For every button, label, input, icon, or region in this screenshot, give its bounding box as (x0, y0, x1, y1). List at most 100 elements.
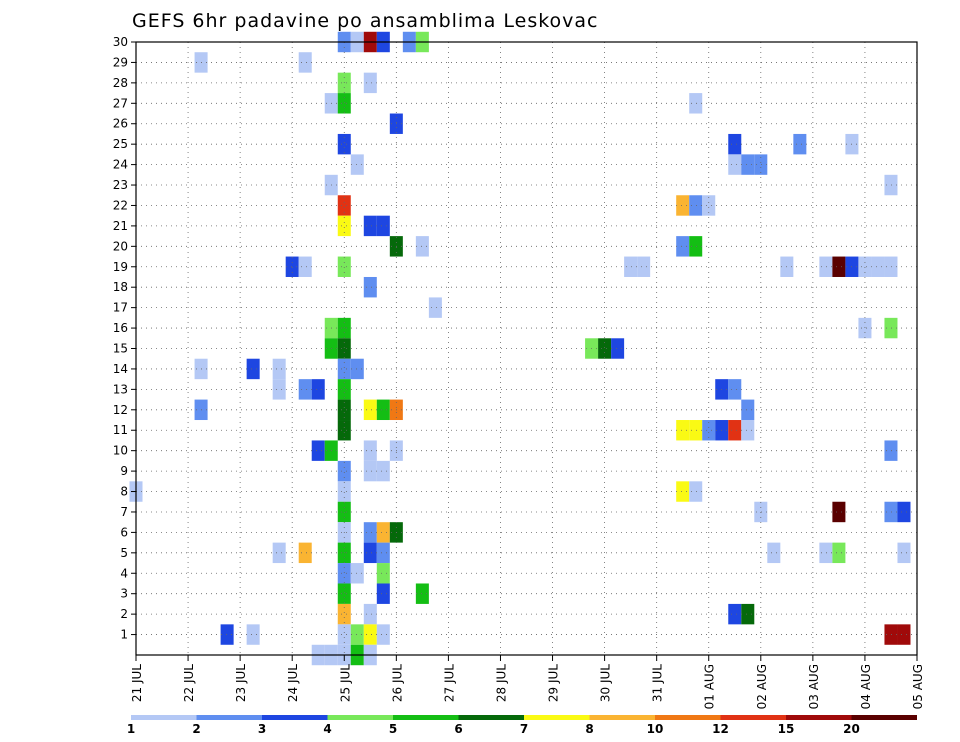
y-tick-label: 18 (113, 280, 128, 294)
legend-swatch (851, 715, 917, 720)
heatmap-cell (428, 297, 442, 318)
heatmap-cell (689, 93, 703, 114)
heatmap-cell (337, 133, 351, 155)
heatmap-cell (337, 215, 351, 237)
heatmap-cell (754, 501, 768, 523)
grid-lines (136, 42, 917, 655)
heatmap-cell (337, 583, 351, 604)
y-tick-label: 29 (113, 55, 128, 69)
heatmap-cell (871, 256, 885, 277)
heatmap-cell (689, 481, 703, 502)
heatmap-cell (415, 583, 429, 604)
legend-label: 6 (454, 722, 462, 736)
heatmap-cell (337, 338, 351, 359)
y-tick-label: 16 (113, 321, 128, 335)
heatmap-cell (350, 358, 364, 380)
heatmap-cell (637, 256, 651, 277)
legend-label: 15 (778, 722, 795, 736)
heatmap-cell (702, 420, 716, 441)
heatmap-cell (858, 317, 872, 339)
legend-label: 1 (127, 722, 135, 736)
heatmap-cell (832, 256, 846, 277)
legend-swatch (720, 715, 786, 720)
heatmap-cell (363, 522, 377, 543)
heatmap-cell (676, 195, 690, 216)
x-tick-label: 23 JUL (234, 664, 248, 702)
legend-label: 12 (712, 722, 729, 736)
heatmap-cell (298, 52, 312, 73)
y-tick-label: 23 (113, 178, 128, 192)
heatmap-cell (246, 358, 260, 380)
legend-label: 20 (843, 722, 860, 736)
y-tick-label: 4 (120, 566, 128, 580)
heatmap-cell (689, 195, 703, 216)
heatmap-cell (350, 154, 364, 175)
heatmap-cell (741, 154, 755, 175)
y-tick-label: 14 (113, 362, 128, 376)
heatmap-cell (246, 624, 260, 645)
y-tick-label: 3 (120, 587, 128, 601)
heatmap-cell (819, 256, 833, 277)
heatmap-cell (337, 399, 351, 421)
heatmap-cell (884, 624, 898, 645)
legend-swatch (589, 715, 655, 720)
heatmap-cell (728, 420, 742, 441)
y-tick-label: 27 (113, 96, 128, 110)
y-tick-label: 2 (120, 607, 128, 621)
heatmap-cell (689, 420, 703, 441)
y-tick-label: 25 (113, 137, 128, 151)
x-tick-label: 04 AUG (859, 664, 873, 709)
legend-swatch (131, 715, 197, 720)
heatmap-cell (689, 236, 703, 257)
legend-label: 4 (323, 722, 331, 736)
x-tick-label: 27 JUL (442, 664, 456, 702)
heatmap-cell (897, 542, 911, 564)
y-tick-label: 24 (113, 158, 128, 172)
heatmap-cell (884, 256, 898, 277)
heatmap-cell (884, 440, 898, 461)
heatmap-cell (337, 563, 351, 584)
heatmap-cell (220, 624, 234, 645)
y-tick-label: 6 (120, 525, 128, 539)
legend-label: 7 (520, 722, 528, 736)
y-tick-label: 7 (120, 505, 128, 519)
x-tick-label: 28 JUL (494, 664, 508, 702)
heatmap-cell (337, 317, 351, 339)
heatmap-cell (350, 624, 364, 645)
x-tick-label: 03 AUG (807, 664, 821, 709)
heatmap-cell (337, 501, 351, 523)
heatmap-cell (415, 236, 429, 257)
heatmap-cell (676, 236, 690, 257)
y-tick-label: 1 (120, 628, 128, 642)
legend-swatch (262, 715, 328, 720)
heatmap-cell (832, 542, 846, 564)
x-tick-label: 26 JUL (390, 664, 404, 702)
heatmap-cell (337, 379, 351, 400)
heatmap-cell (832, 501, 846, 523)
heatmap-cell (741, 603, 755, 625)
legend-swatch (393, 715, 459, 720)
y-tick-label: 13 (113, 382, 128, 396)
heatmap-cell (767, 542, 781, 564)
y-tick-label: 5 (120, 546, 128, 560)
heatmap-cell (884, 317, 898, 339)
heatmap-cell (298, 256, 312, 277)
y-axis: 1234567891011121314151617181920212223242… (113, 35, 136, 642)
heatmap-cell (363, 460, 377, 482)
heatmap-cell (337, 603, 351, 625)
x-tick-label: 21 JUL (130, 664, 144, 702)
legend-swatch (196, 715, 262, 720)
heatmap-cell (298, 379, 312, 400)
heatmap-cell (611, 338, 625, 359)
heatmap-cell (272, 379, 286, 400)
heatmap-cell (754, 154, 768, 175)
x-tick-label: 01 AUG (703, 664, 717, 709)
legend-swatch (655, 715, 721, 720)
color-legend: 1 2 3 4 5 6 7 8 10 12 15 20 (127, 715, 917, 736)
heatmap-cell (728, 154, 742, 175)
heatmap-cell (363, 215, 377, 237)
heatmap-cell (337, 420, 351, 441)
legend-swatch (327, 715, 393, 720)
legend-swatch (458, 715, 524, 720)
heatmap-cell (363, 399, 377, 421)
